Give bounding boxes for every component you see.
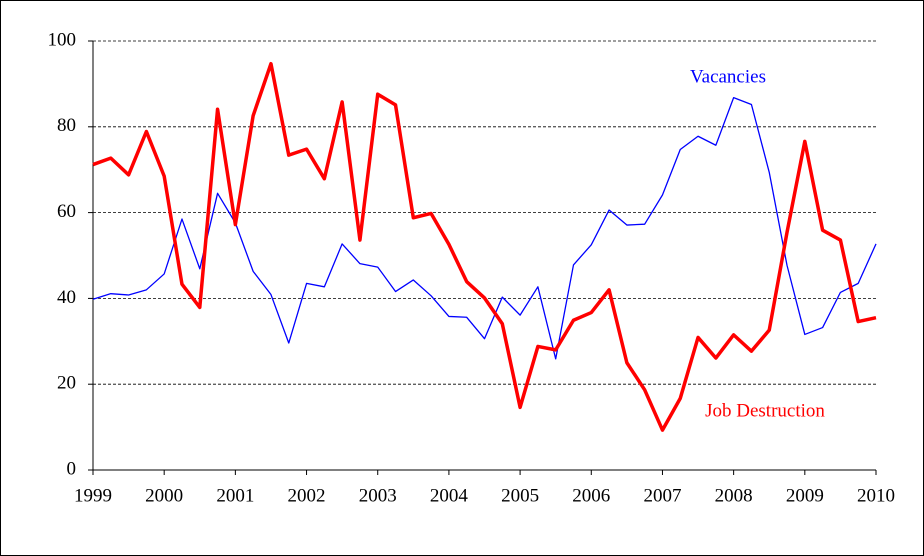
x-tick-label: 1999 (74, 485, 112, 506)
y-tick-label: 40 (57, 287, 76, 308)
series-line (92, 61, 877, 432)
series-label: Vacancies (690, 66, 766, 87)
x-tick-label: 2001 (216, 485, 254, 506)
series-label: Job Destruction (705, 400, 825, 421)
y-tick-label: 80 (57, 115, 76, 136)
x-tick-label: 2010 (857, 485, 895, 506)
y-tick-label: 0 (67, 458, 77, 479)
x-tick-label: 2000 (145, 485, 183, 506)
x-tick-label: 2007 (643, 485, 681, 506)
series-line (92, 96, 877, 360)
y-tick-label: 60 (57, 201, 76, 222)
y-tick-label: 100 (48, 29, 77, 50)
x-tick-label: 2003 (359, 485, 397, 506)
x-tick-label: 2008 (715, 485, 753, 506)
x-tick-label: 2005 (501, 485, 539, 506)
x-tick-label: 2006 (572, 485, 610, 506)
y-tick-label: 20 (57, 373, 76, 394)
x-tick-label: 2009 (786, 485, 824, 506)
x-tick-label: 2004 (430, 485, 469, 506)
x-tick-label: 2002 (288, 485, 326, 506)
